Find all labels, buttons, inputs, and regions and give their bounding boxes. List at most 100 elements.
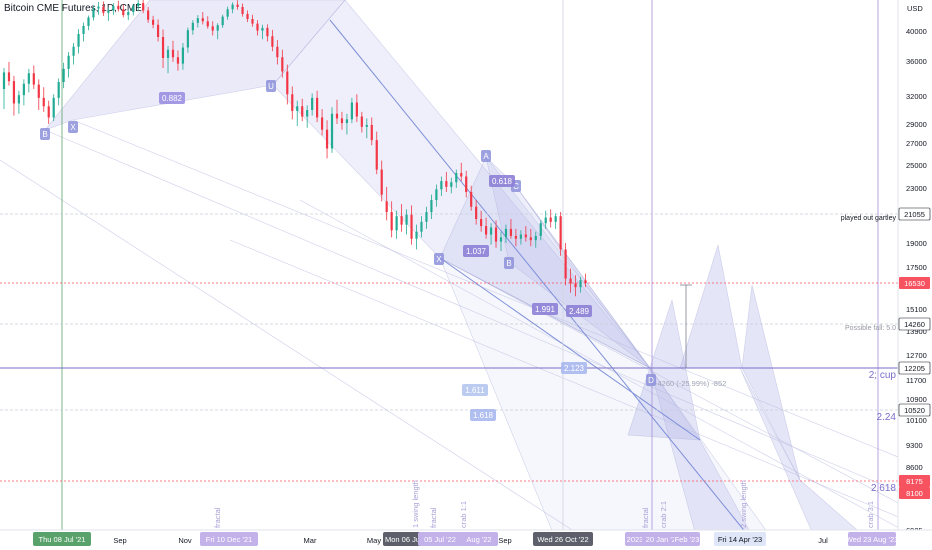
candle-body	[17, 95, 21, 104]
candle-body	[365, 124, 368, 127]
chart-title: Bitcoin CME Futures, 1D, CME	[4, 3, 142, 14]
candle-body	[7, 72, 11, 82]
pattern-point-box	[68, 121, 78, 133]
candle-body	[345, 119, 349, 124]
candle-body	[549, 217, 552, 222]
trend-line-upper	[329, 19, 761, 550]
candle-body	[37, 84, 40, 98]
price-tick-label: 13900	[906, 327, 927, 336]
candle-body	[489, 227, 493, 235]
candle-body	[142, 3, 145, 11]
candle-body	[241, 6, 244, 14]
price-marker-label: played out gartley	[841, 215, 897, 222]
candle-body	[311, 97, 314, 110]
fan-line-4	[299, 199, 931, 546]
pattern-shape-9	[649, 367, 761, 550]
price-tick-label: 15100	[906, 305, 927, 314]
candle-body	[400, 216, 403, 225]
candle-body	[395, 216, 398, 231]
candle-body	[286, 71, 289, 95]
pattern-shape-8	[741, 284, 801, 481]
candle-body	[475, 206, 478, 220]
price-tick-label: 27000	[906, 139, 927, 148]
price-marker-value: 12205	[904, 364, 925, 373]
candle-body	[251, 18, 254, 24]
price-tick-label: 29000	[906, 120, 927, 129]
ratio-box	[159, 92, 185, 104]
candle-body	[147, 10, 150, 20]
candle-body	[166, 49, 170, 58]
pattern-point-label: X	[436, 255, 442, 264]
candle-body	[509, 228, 513, 236]
ratio-label: 0.882	[162, 94, 183, 103]
candle-body	[470, 192, 473, 207]
price-marker-label: 2; cup	[869, 370, 897, 381]
ratio-box	[566, 305, 592, 317]
candle-body	[445, 181, 448, 187]
candle-body	[291, 94, 294, 111]
pattern-point-label: A	[483, 152, 489, 161]
candle-body	[420, 221, 423, 232]
price-marker-label: Possible fall: 5.0	[845, 325, 896, 332]
candle-body	[425, 212, 428, 222]
time-highlight-label: Mon 06 Jun '22	[385, 535, 436, 544]
candle-body	[112, 5, 115, 11]
candle-body	[256, 23, 259, 31]
time-tick-label: May	[367, 536, 381, 545]
candle-body	[385, 201, 388, 213]
time-highlight-label: 2023	[627, 535, 644, 544]
price-axis-unit: USD	[907, 4, 923, 13]
price-tick-label: 11700	[906, 376, 926, 385]
time-highlight-box	[848, 532, 896, 546]
candle-body	[281, 57, 284, 72]
ratio-label: 0.618	[492, 177, 513, 186]
pattern-point-box	[646, 374, 656, 386]
candle-body	[539, 223, 542, 236]
candle-body	[465, 176, 468, 193]
candle-body	[152, 19, 155, 25]
price-tick-label: 25000	[906, 161, 927, 170]
pattern-point-label: C	[513, 182, 519, 191]
candle-body	[87, 17, 90, 26]
time-tick-label: Sep	[113, 536, 126, 545]
time-highlight-box	[642, 532, 684, 546]
price-marker-badge	[899, 277, 930, 289]
candle-body	[181, 47, 185, 64]
price-tick-label: 40000	[906, 27, 927, 36]
ratio-label: 1.037	[466, 247, 487, 256]
candle-body	[47, 106, 50, 118]
price-marker-value: 21055	[904, 210, 925, 219]
candle-body	[161, 37, 165, 58]
price-marker-label: 2.24	[877, 412, 897, 423]
candle-body	[480, 219, 483, 227]
candle-body	[519, 234, 522, 239]
candle-body	[335, 113, 339, 119]
ratio-label: 1.618	[473, 411, 494, 420]
candle-body	[231, 4, 234, 10]
time-highlight-label: Wed 26 Oct '22	[537, 535, 588, 544]
price-tick-label: 32000	[906, 92, 927, 101]
candle-body	[42, 97, 45, 107]
candle-body	[246, 13, 249, 19]
candle-body	[559, 216, 562, 250]
price-marker-value: 8100	[906, 489, 923, 498]
candle-body	[156, 24, 160, 37]
candle-body	[455, 173, 458, 183]
candle-body	[226, 9, 229, 17]
time-highlight-box	[33, 532, 91, 546]
price-tick-label: 23000	[906, 184, 927, 193]
price-axis-bg	[898, 0, 932, 530]
candle-body	[171, 49, 175, 58]
price-marker-badge	[898, 361, 931, 375]
time-tick-label: Nov	[178, 536, 192, 545]
candle-body	[494, 227, 498, 242]
candle-body	[430, 200, 433, 213]
ratio-label: 2.489	[569, 307, 590, 316]
ratio-label: 2.123	[564, 364, 585, 373]
price-marker-label: 2.618	[871, 483, 896, 494]
fan-line-3	[229, 239, 931, 531]
candle-body	[514, 235, 518, 239]
candle-body	[499, 237, 503, 242]
candle-body	[579, 280, 582, 288]
